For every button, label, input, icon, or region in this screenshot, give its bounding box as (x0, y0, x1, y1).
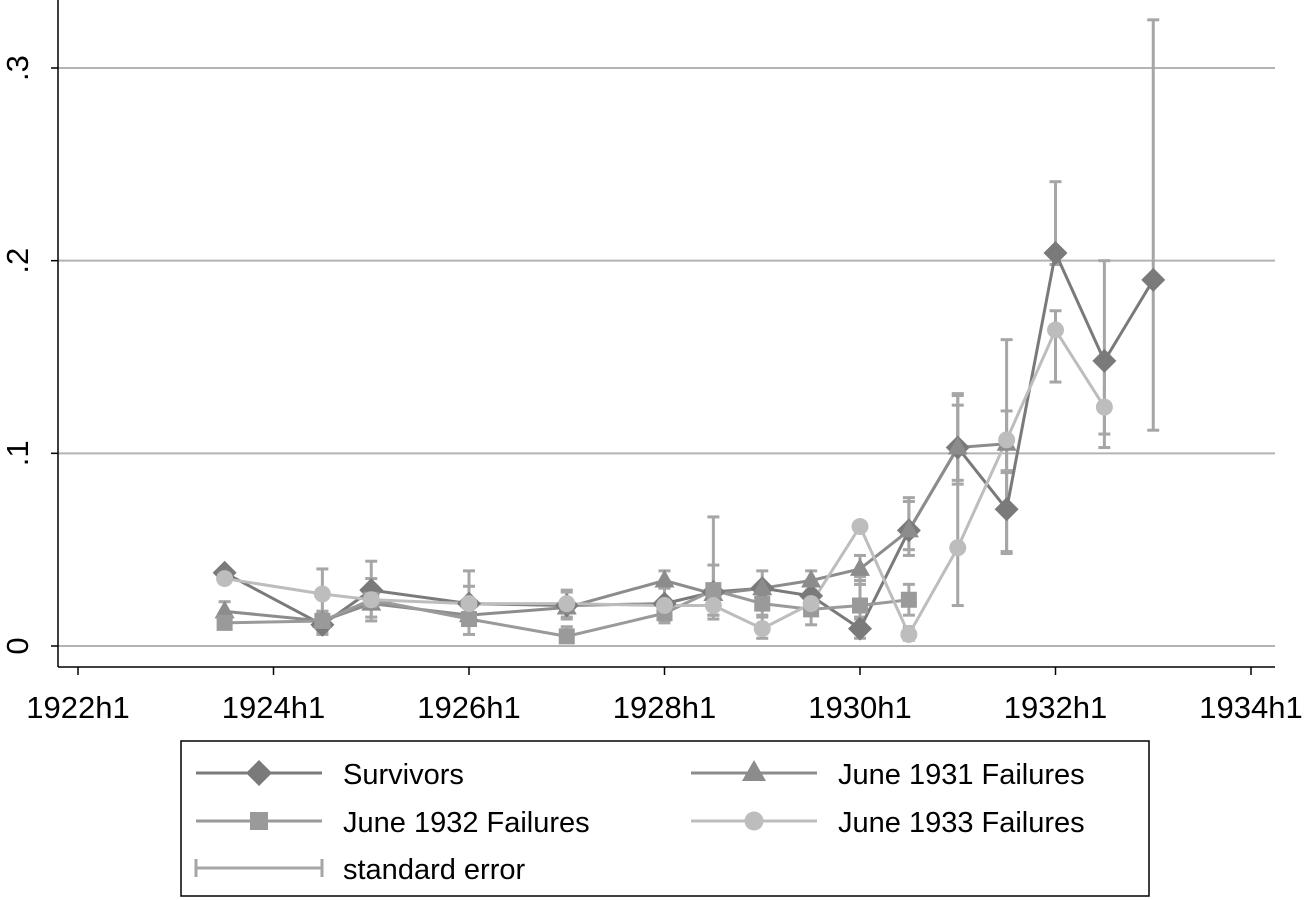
x-tick-label-2: 1926h1 (417, 690, 520, 725)
error-bar-survivors-15 (1147, 18, 1160, 432)
circle-marker-icon (744, 811, 764, 831)
point-survivors-9 (848, 616, 872, 641)
point-june-1933-failures-0 (216, 570, 234, 588)
point-june-1932-failures-1 (314, 612, 331, 629)
error-bar-june-1933-failures-11 (951, 394, 964, 608)
y-ticks: 0 .1 .2 .3 (0, 55, 58, 655)
legend: Survivors June 1931 Failures June 1932 F… (180, 740, 1150, 897)
point-june-1931-failures-5 (654, 569, 675, 588)
grid-lines (58, 67, 1275, 647)
point-june-1931-failures-8 (801, 569, 822, 588)
point-june-1932-failures-6 (705, 582, 722, 599)
point-june-1932-failures-7 (754, 595, 771, 612)
point-june-1933-failures-9 (851, 518, 869, 536)
point-june-1933-failures-6 (704, 597, 722, 615)
diamond-marker-icon (246, 760, 272, 786)
point-june-1933-failures-14 (1095, 398, 1113, 416)
y-tick-label-2: .2 (0, 248, 35, 274)
point-june-1932-failures-3 (461, 611, 477, 628)
point-june-1931-failures-0 (214, 600, 235, 619)
point-june-1931-failures-7 (752, 577, 773, 596)
series-markers (212, 240, 1166, 645)
point-june-1932-failures-9 (852, 597, 868, 614)
y-tick-label-1: .1 (0, 440, 35, 466)
point-june-1932-failures-10 (900, 591, 917, 608)
x-tick-label-0: 1922h1 (26, 690, 129, 725)
point-june-1933-failures-11 (949, 539, 967, 557)
x-ticks: 1922h1 1924h1 1926h1 1928h1 1930h1 1932h1 1934… (26, 667, 1303, 725)
point-survivors-14 (1092, 348, 1117, 373)
error-bar-june-1933-failures-9 (854, 575, 866, 586)
point-june-1931-failures-10 (898, 519, 919, 538)
y-tick-label-0: 0 (0, 637, 35, 654)
point-june-1933-failures-7 (753, 620, 771, 638)
legend-label-survivors: Survivors (343, 759, 464, 791)
point-june-1933-failures-8 (802, 595, 820, 613)
series-lines (223, 251, 1155, 638)
point-june-1933-failures-4 (558, 595, 576, 613)
point-survivors-12 (994, 497, 1019, 522)
triangle-marker-icon (742, 760, 766, 781)
legend-label-standard-error: standard error (343, 854, 525, 886)
square-marker-icon (250, 812, 268, 830)
y-tick-label-3: .3 (0, 55, 35, 81)
point-june-1933-failures-1 (313, 585, 331, 603)
legend-item-standard-error: standard error (194, 854, 525, 886)
error-bars (218, 18, 1160, 644)
point-june-1931-failures-9 (850, 557, 870, 576)
point-june-1933-failures-10 (900, 625, 918, 643)
point-june-1933-failures-12 (998, 431, 1016, 449)
x-tick-label-3: 1928h1 (613, 690, 716, 725)
point-june-1932-failures-0 (216, 614, 233, 631)
point-june-1933-failures-5 (656, 597, 673, 615)
series-line-survivors (223, 251, 1155, 631)
point-survivors-13 (1043, 240, 1068, 265)
x-tick-label-1: 1924h1 (222, 690, 325, 725)
point-june-1931-failures-11 (947, 436, 968, 455)
axes (57, 0, 1275, 668)
point-june-1932-failures-4 (558, 628, 575, 645)
legend-item-june-1932: June 1932 Failures (196, 807, 590, 839)
legend-box (180, 740, 1150, 897)
error-bar-june-1933-failures-13 (1049, 309, 1062, 384)
legend-item-survivors: Survivors (196, 759, 464, 791)
legend-item-june-1933: June 1933 Failures (691, 807, 1085, 839)
point-june-1933-failures-13 (1047, 321, 1064, 339)
point-june-1933-failures-3 (460, 595, 478, 613)
x-tick-label-5: 1932h1 (1004, 690, 1107, 725)
x-tick-label-6: 1934h1 (1199, 690, 1302, 725)
legend-label-june-1931: June 1931 Failures (838, 759, 1085, 791)
legend-label-june-1933: June 1933 Failures (838, 807, 1085, 839)
point-survivors-15 (1141, 267, 1166, 292)
legend-item-june-1931: June 1931 Failures (691, 759, 1085, 791)
legend-label-june-1932: June 1932 Failures (343, 807, 590, 839)
point-june-1933-failures-2 (362, 591, 380, 609)
x-tick-label-4: 1930h1 (808, 690, 911, 725)
